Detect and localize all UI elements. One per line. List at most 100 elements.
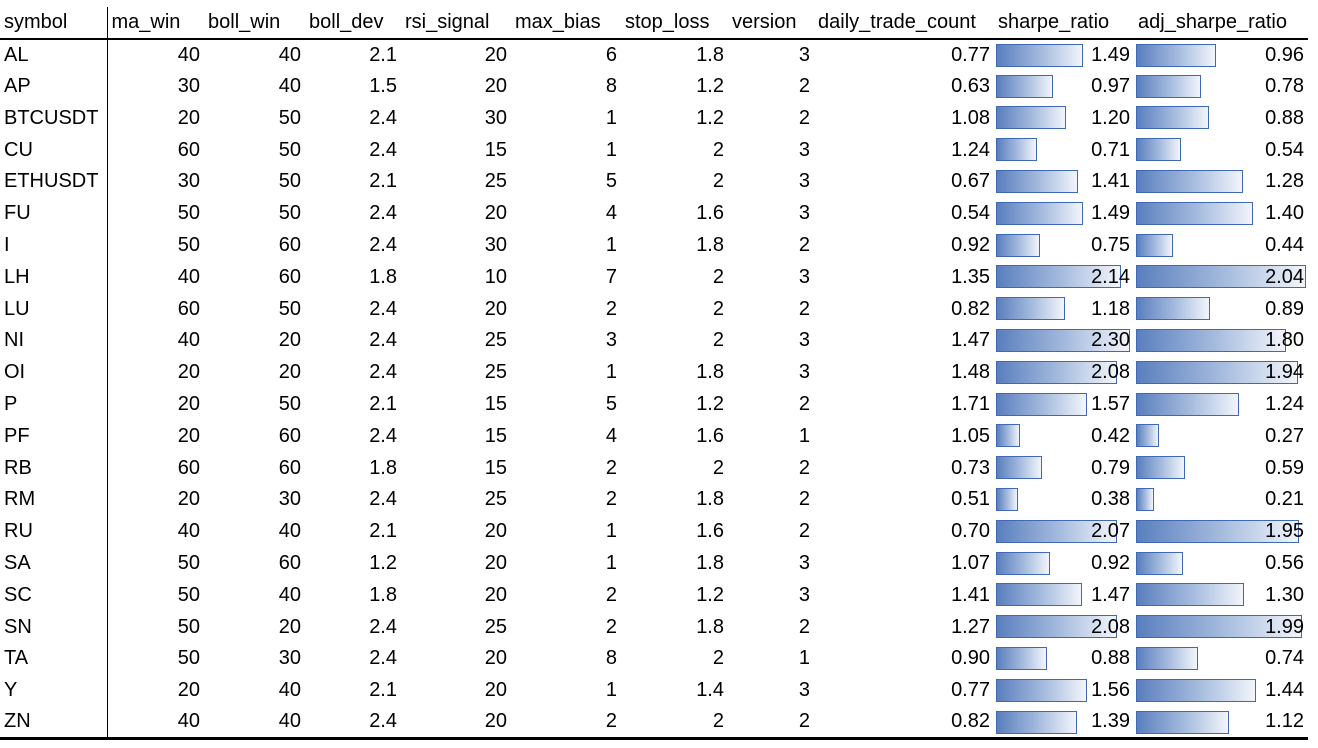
cell-symbol[interactable]: RU	[0, 515, 108, 548]
cell-ma-win[interactable]: 50	[177, 583, 200, 606]
cell-adj-sharpe-ratio[interactable]: 0.21	[1134, 484, 1308, 516]
cell-stop-loss[interactable]: 1.2	[696, 74, 724, 97]
cell-boll-dev[interactable]: 2.4	[369, 647, 397, 670]
cell-max-bias[interactable]: 7	[605, 265, 617, 288]
cell-ma-win[interactable]: 40	[177, 329, 200, 352]
cell-adj-sharpe-ratio[interactable]: 0.89	[1134, 293, 1308, 325]
cell-daily-trade-count[interactable]: 0.67	[951, 170, 990, 193]
header-stop-loss[interactable]: stop_loss	[621, 7, 728, 40]
cell-version[interactable]: 3	[798, 329, 810, 352]
cell-rsi-signal[interactable]: 15	[484, 424, 507, 447]
cell-version[interactable]: 2	[798, 615, 810, 638]
cell-rsi-signal[interactable]: 20	[484, 43, 507, 66]
cell-ma-win[interactable]: 40	[177, 265, 200, 288]
cell-boll-dev[interactable]: 2.1	[369, 520, 397, 543]
cell-rsi-signal[interactable]: 30	[484, 106, 507, 129]
cell-version[interactable]: 2	[798, 233, 810, 256]
cell-daily-trade-count[interactable]: 1.35	[951, 265, 990, 288]
cell-stop-loss[interactable]: 2	[712, 170, 724, 193]
cell-version[interactable]: 2	[798, 392, 810, 415]
cell-stop-loss[interactable]: 1.8	[696, 43, 724, 66]
cell-ma-win[interactable]: 50	[177, 233, 200, 256]
cell-sharpe-ratio[interactable]: 1.41	[994, 166, 1134, 198]
cell-sharpe-ratio[interactable]: 0.92	[994, 548, 1134, 580]
cell-symbol[interactable]: Y	[0, 674, 108, 707]
cell-ma-win[interactable]: 60	[177, 297, 200, 320]
cell-sharpe-ratio[interactable]: 2.08	[994, 611, 1134, 643]
cell-boll-dev[interactable]: 2.1	[369, 170, 397, 193]
cell-max-bias[interactable]: 2	[605, 488, 617, 511]
cell-version[interactable]: 1	[798, 424, 810, 447]
cell-boll-dev[interactable]: 2.4	[369, 233, 397, 256]
cell-stop-loss[interactable]: 1.6	[696, 202, 724, 225]
cell-rsi-signal[interactable]: 20	[484, 551, 507, 574]
cell-boll-dev[interactable]: 2.1	[369, 392, 397, 415]
cell-symbol[interactable]: I	[0, 229, 108, 262]
cell-adj-sharpe-ratio[interactable]: 1.30	[1134, 579, 1308, 611]
cell-boll-win[interactable]: 50	[278, 170, 301, 193]
cell-sharpe-ratio[interactable]: 1.49	[994, 198, 1134, 230]
cell-boll-dev[interactable]: 2.4	[369, 488, 397, 511]
cell-boll-win[interactable]: 60	[278, 551, 301, 574]
cell-stop-loss[interactable]: 2	[712, 647, 724, 670]
cell-symbol[interactable]: RB	[0, 452, 108, 484]
cell-symbol[interactable]: LH	[0, 261, 108, 294]
cell-boll-win[interactable]: 50	[278, 202, 301, 225]
cell-adj-sharpe-ratio[interactable]: 1.28	[1134, 166, 1308, 198]
cell-boll-win[interactable]: 20	[278, 361, 301, 384]
cell-symbol[interactable]: ZN	[0, 706, 108, 740]
cell-stop-loss[interactable]: 2	[621, 706, 728, 740]
cell-boll-win[interactable]: 20	[278, 329, 301, 352]
cell-boll-win[interactable]: 60	[278, 265, 301, 288]
cell-daily-trade-count[interactable]: 1.47	[951, 329, 990, 352]
cell-adj-sharpe-ratio[interactable]: 1.94	[1134, 357, 1308, 389]
cell-daily-trade-count[interactable]: 0.90	[951, 647, 990, 670]
cell-daily-trade-count[interactable]: 0.77	[951, 679, 990, 702]
cell-daily-trade-count[interactable]: 1.48	[951, 361, 990, 384]
cell-stop-loss[interactable]: 2	[712, 265, 724, 288]
cell-stop-loss[interactable]: 1.8	[696, 551, 724, 574]
cell-max-bias[interactable]: 5	[605, 392, 617, 415]
cell-stop-loss[interactable]: 1.6	[696, 520, 724, 543]
cell-ma-win[interactable]: 30	[177, 170, 200, 193]
header-symbol[interactable]: symbol	[0, 7, 108, 40]
cell-boll-win[interactable]: 50	[278, 106, 301, 129]
cell-daily-trade-count[interactable]: 1.07	[951, 551, 990, 574]
cell-stop-loss[interactable]: 1.2	[696, 106, 724, 129]
cell-symbol[interactable]: CU	[0, 134, 108, 166]
cell-max-bias[interactable]: 1	[605, 233, 617, 256]
cell-boll-win[interactable]: 40	[278, 583, 301, 606]
cell-sharpe-ratio[interactable]: 0.42	[994, 420, 1134, 452]
cell-rsi-signal[interactable]: 20	[484, 202, 507, 225]
cell-adj-sharpe-ratio[interactable]: 1.12	[1134, 706, 1308, 740]
cell-sharpe-ratio[interactable]: 0.88	[994, 643, 1134, 675]
cell-version[interactable]: 2	[798, 297, 810, 320]
cell-sharpe-ratio[interactable]: 1.56	[994, 675, 1134, 707]
cell-boll-dev[interactable]: 2.1	[369, 679, 397, 702]
cell-version[interactable]: 3	[798, 679, 810, 702]
cell-ma-win[interactable]: 50	[177, 647, 200, 670]
cell-daily-trade-count[interactable]: 0.82	[814, 706, 994, 740]
header-adj-sharpe-ratio[interactable]: adj_sharpe_ratio	[1134, 7, 1308, 40]
cell-boll-dev[interactable]: 2.4	[369, 361, 397, 384]
cell-rsi-signal[interactable]: 25	[484, 615, 507, 638]
cell-sharpe-ratio[interactable]: 2.08	[994, 357, 1134, 389]
cell-boll-win[interactable]: 50	[278, 138, 301, 161]
cell-boll-dev[interactable]: 2.4	[305, 706, 401, 740]
cell-max-bias[interactable]: 1	[605, 138, 617, 161]
cell-sharpe-ratio[interactable]: 1.47	[994, 579, 1134, 611]
cell-sharpe-ratio[interactable]: 0.79	[994, 452, 1134, 484]
cell-daily-trade-count[interactable]: 0.77	[951, 43, 990, 66]
cell-symbol[interactable]: AL	[0, 38, 108, 71]
cell-max-bias[interactable]: 1	[605, 679, 617, 702]
cell-version[interactable]: 3	[798, 361, 810, 384]
cell-sharpe-ratio[interactable]: 0.71	[994, 134, 1134, 166]
cell-version[interactable]: 2	[798, 74, 810, 97]
cell-ma-win[interactable]: 20	[177, 361, 200, 384]
cell-ma-win[interactable]: 40	[177, 43, 200, 66]
cell-symbol[interactable]: OI	[0, 356, 108, 389]
cell-version[interactable]: 2	[728, 706, 814, 740]
cell-version[interactable]: 2	[798, 456, 810, 479]
cell-version[interactable]: 2	[798, 106, 810, 129]
cell-symbol[interactable]: BTCUSDT	[0, 102, 108, 135]
